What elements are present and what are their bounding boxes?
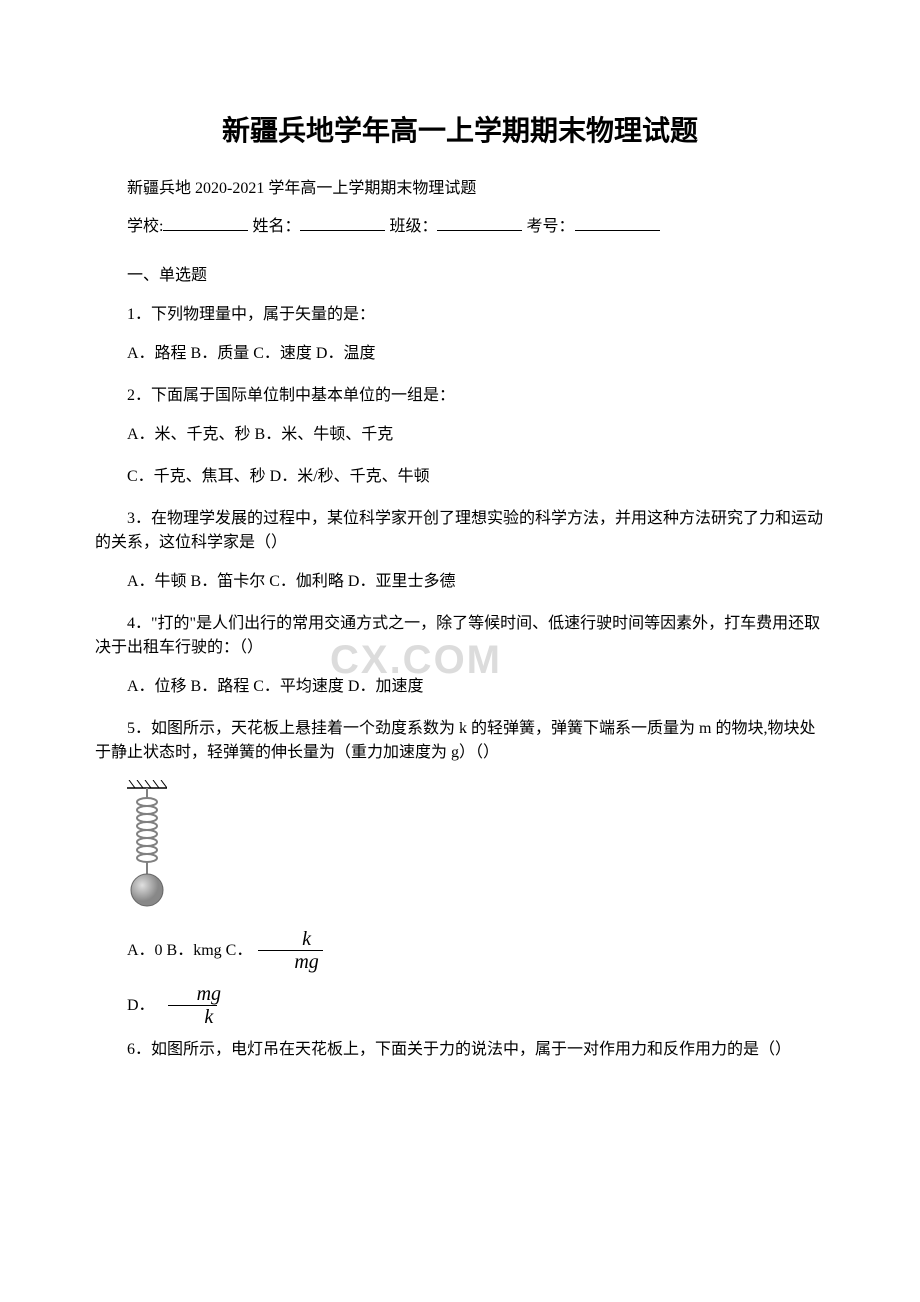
q5-fraction-c: k mg — [258, 928, 322, 973]
frac-c-den: mg — [258, 950, 322, 973]
subtitle: 新疆兵地 2020-2021 学年高一上学期期末物理试题 — [95, 177, 825, 201]
frac-d-num: mg — [161, 983, 225, 1005]
q4-stem: 4．"打的"是人们出行的常用交通方式之一，除了等候时间、低速行驶时间等因素外，打… — [95, 612, 825, 660]
q5-d-prefix: D． — [95, 994, 155, 1018]
school-blank — [163, 213, 248, 231]
q1-options: A．路程 B．质量 C．速度 D．温度 — [95, 342, 825, 366]
q1-stem: 1．下列物理量中，属于矢量的是： — [95, 303, 825, 327]
q6-text: 6．如图所示，电灯吊在天花板上，下面关于力的说法中，属于一对作用力和反作用力的是… — [127, 1041, 791, 1058]
q5-text: 5．如图所示，天花板上悬挂着一个劲度系数为 k 的轻弹簧，弹簧下端系一质量为 m… — [95, 720, 815, 761]
q5-option-d: D． mg k — [95, 983, 825, 1028]
q3-text: 3．在物理学发展的过程中，某位科学家开创了理想实验的科学方法，并用这种方法研究了… — [95, 510, 823, 551]
q5-options-abc: A．0 B．kmg C． k mg — [95, 928, 825, 973]
q6-stem: 6．如图所示，电灯吊在天花板上，下面关于力的说法中，属于一对作用力和反作用力的是… — [95, 1038, 825, 1062]
q4-options: A．位移 B．路程 C．平均速度 D．加速度 — [95, 675, 825, 699]
section-1-heading: 一、单选题 — [95, 264, 825, 288]
page-title: 新疆兵地学年高一上学期期末物理试题 — [95, 110, 825, 152]
student-info-row: 学校: 姓名： 班级： 考号： — [95, 213, 825, 239]
name-label: 姓名： — [252, 218, 300, 235]
frac-c-num: k — [266, 928, 315, 950]
examno-blank — [575, 213, 660, 231]
q3-stem: 3．在物理学发展的过程中，某位科学家开创了理想实验的科学方法，并用这种方法研究了… — [95, 507, 825, 555]
class-label: 班级： — [389, 218, 437, 235]
q2-stem: 2．下面属于国际单位制中基本单位的一组是： — [95, 384, 825, 408]
q5-stem: 5．如图所示，天花板上悬挂着一个劲度系数为 k 的轻弹簧，弹簧下端系一质量为 m… — [95, 717, 825, 765]
q2-options-cd: C．千克、焦耳、秒 D．米/秒、千克、牛顿 — [95, 465, 825, 489]
name-blank — [300, 213, 385, 231]
q2-options-ab: A．米、千克、秒 B．米、牛顿、千克 — [95, 423, 825, 447]
school-label: 学校: — [127, 218, 163, 235]
examno-label: 考号： — [526, 218, 574, 235]
q3-options: A．牛顿 B．笛卡尔 C．伽利略 D．亚里士多德 — [95, 570, 825, 594]
spring-diagram — [127, 780, 825, 918]
q5-abc-prefix: A．0 B．kmg C． — [95, 939, 252, 963]
frac-d-den: k — [168, 1005, 217, 1028]
q4-text: 4．"打的"是人们出行的常用交通方式之一，除了等候时间、低速行驶时间等因素外，打… — [95, 615, 820, 656]
class-blank — [437, 213, 522, 231]
q5-fraction-d: mg k — [161, 983, 225, 1028]
